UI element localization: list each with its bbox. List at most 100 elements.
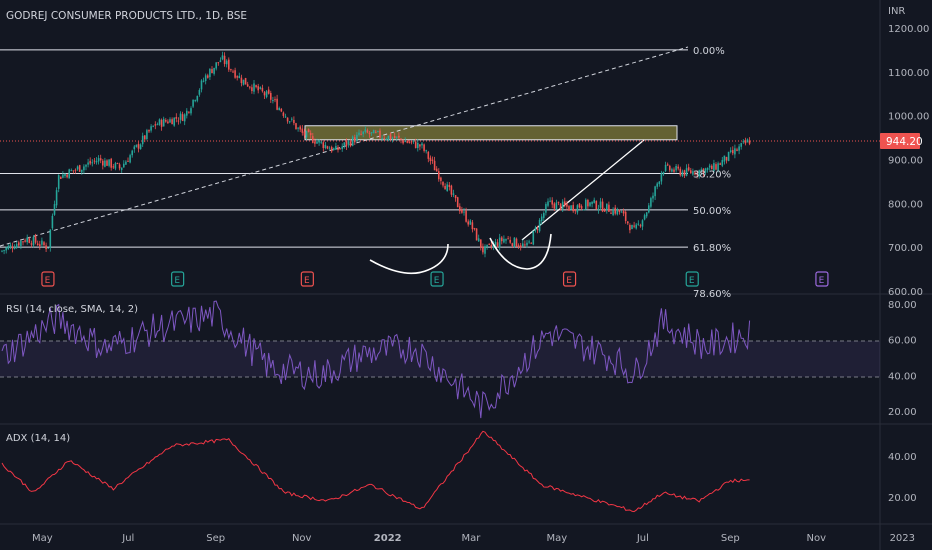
candle-body xyxy=(324,144,327,149)
candle-body xyxy=(76,166,79,170)
candle-body xyxy=(305,131,308,138)
candle-body xyxy=(146,130,148,139)
rsi-pane[interactable]: RSI (14, close, SMA, 14, 2) xyxy=(0,300,880,419)
candle-body xyxy=(410,141,413,143)
candle-body xyxy=(494,241,497,246)
candle-body xyxy=(200,80,203,90)
time-axis-label: 2023 xyxy=(890,533,915,544)
candle-body xyxy=(402,140,404,144)
adx-axis-ticks[interactable]: 40.00 20.00 xyxy=(888,452,917,504)
candle-body xyxy=(555,202,558,210)
candle-body xyxy=(708,165,711,168)
candle-body xyxy=(219,60,222,62)
candle-body xyxy=(448,184,451,187)
candle-body xyxy=(276,98,278,110)
cup-curve-right[interactable] xyxy=(489,233,552,270)
time-axis-labels[interactable]: MayJulSepNov2022MarMayJulSepNov2023Mar xyxy=(32,533,932,544)
candle-body xyxy=(171,119,173,125)
price-axis-ticks[interactable]: 1200.00 1100.00 1000.00 900.00 800.00 700.00 6… xyxy=(888,24,929,298)
earnings-marker-icon[interactable]: E xyxy=(171,271,185,287)
candle-body xyxy=(406,140,409,143)
candle-body xyxy=(194,100,196,102)
candle-body xyxy=(633,225,635,227)
candle-body xyxy=(549,200,551,202)
candle-body xyxy=(186,110,188,116)
candle-body xyxy=(717,163,719,171)
candle-body xyxy=(339,148,341,150)
candle-body xyxy=(32,236,35,246)
candle-body xyxy=(316,141,318,144)
candle-body xyxy=(742,141,745,143)
candle-body xyxy=(553,203,556,209)
rsi-line xyxy=(1,300,751,419)
cup-curve-left[interactable] xyxy=(369,243,449,275)
candle-body xyxy=(104,160,106,167)
candle-body xyxy=(18,242,20,246)
candle-body xyxy=(482,246,484,253)
candle-body xyxy=(112,166,115,168)
candle-body xyxy=(576,205,579,213)
earnings-marker-icon[interactable]: E xyxy=(685,271,699,287)
last-price-value: 944.20 xyxy=(886,136,923,148)
candle-body xyxy=(517,245,520,247)
symbol-title[interactable]: GODREJ CONSUMER PRODUCTS LTD., 1D, BSE xyxy=(6,10,247,22)
candle-body xyxy=(370,132,373,134)
candle-body xyxy=(259,87,262,89)
rsi-band-background xyxy=(0,341,880,377)
candle-body xyxy=(333,148,335,151)
candle-body xyxy=(480,239,482,248)
candle-body xyxy=(526,242,528,246)
candle-body xyxy=(677,166,679,169)
candle-body xyxy=(223,55,226,64)
candle-body xyxy=(652,195,654,199)
candle-body xyxy=(606,203,608,211)
earnings-marker-icon[interactable]: E xyxy=(430,271,444,287)
candle-body xyxy=(156,124,159,126)
candle-body xyxy=(664,164,667,172)
adx-pane[interactable]: ADX (14, 14) xyxy=(1,430,750,513)
candle-body xyxy=(492,244,495,248)
candle-body xyxy=(540,216,543,222)
rising-trendline[interactable] xyxy=(521,139,645,241)
earnings-marker-icon[interactable]: E xyxy=(41,271,55,287)
candle-body xyxy=(408,142,411,144)
candle-body xyxy=(303,131,306,136)
earnings-marker-icon[interactable]: E xyxy=(562,271,577,287)
candle-body xyxy=(198,90,201,95)
candle-body xyxy=(746,139,749,143)
axis-tick-label: 1000.00 xyxy=(888,112,929,123)
earnings-marker-icon[interactable]: E xyxy=(300,271,314,287)
candle-body xyxy=(414,141,417,149)
candle-body xyxy=(473,228,476,230)
candle-body xyxy=(78,165,81,172)
candle-body xyxy=(91,162,94,164)
earnings-marker-icon[interactable]: E xyxy=(815,271,829,287)
candle-body xyxy=(431,159,434,161)
candle-body xyxy=(715,164,717,170)
candle-body xyxy=(83,166,85,171)
candle-body xyxy=(475,228,478,241)
candle-body xyxy=(618,209,621,212)
candle-body xyxy=(711,165,713,170)
candle-body xyxy=(356,134,358,142)
candle-body xyxy=(270,93,272,100)
price-pane[interactable]: 0.00% 38.20% 50.00% 61.80% 78.60% E E E E E E E xyxy=(0,46,880,300)
candle-body xyxy=(383,137,385,139)
candle-body xyxy=(463,211,465,213)
fibonacci-level-labels: 0.00% 38.20% 50.00% 61.80% 78.60% xyxy=(693,46,731,300)
candle-body xyxy=(209,68,211,78)
candle-body xyxy=(648,205,650,213)
candle-body xyxy=(108,159,110,166)
candle-body xyxy=(72,170,75,172)
rsi-axis-ticks[interactable]: 80.00 60.00 40.00 20.00 xyxy=(888,300,917,418)
candle-body xyxy=(330,147,333,152)
candle-body xyxy=(692,171,694,175)
axis-tick-label: 20.00 xyxy=(888,407,917,418)
candle-body xyxy=(110,158,112,168)
candle-body xyxy=(713,163,715,171)
candle-body xyxy=(160,119,163,127)
time-axis-label: 2022 xyxy=(374,533,402,544)
candle-body xyxy=(322,142,325,149)
